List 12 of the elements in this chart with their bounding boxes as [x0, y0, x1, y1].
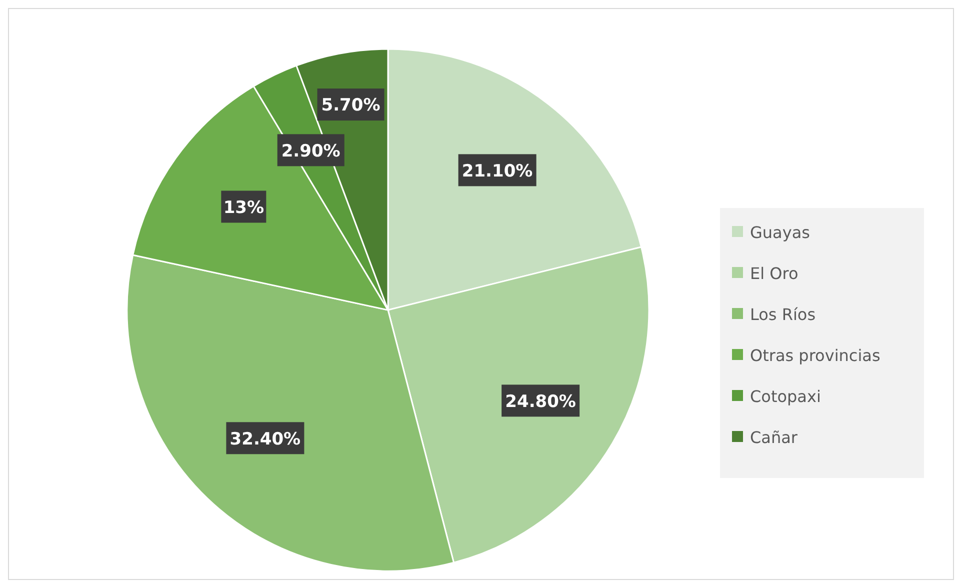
data-label: 5.70%: [321, 96, 380, 116]
data-label: 2.90%: [281, 141, 340, 162]
legend-label: Otras provincias: [750, 346, 880, 365]
data-label: 13%: [223, 198, 264, 218]
legend-label: El Oro: [750, 264, 798, 283]
legend-label: Los Ríos: [750, 304, 816, 324]
legend-label: Cañar: [750, 428, 798, 447]
data-label: 32.40%: [230, 429, 301, 450]
legend-label: Guayas: [750, 222, 810, 242]
data-label: 21.10%: [462, 161, 533, 182]
data-label: 24.80%: [505, 392, 576, 412]
legend-label: Cotopaxi: [750, 386, 821, 406]
